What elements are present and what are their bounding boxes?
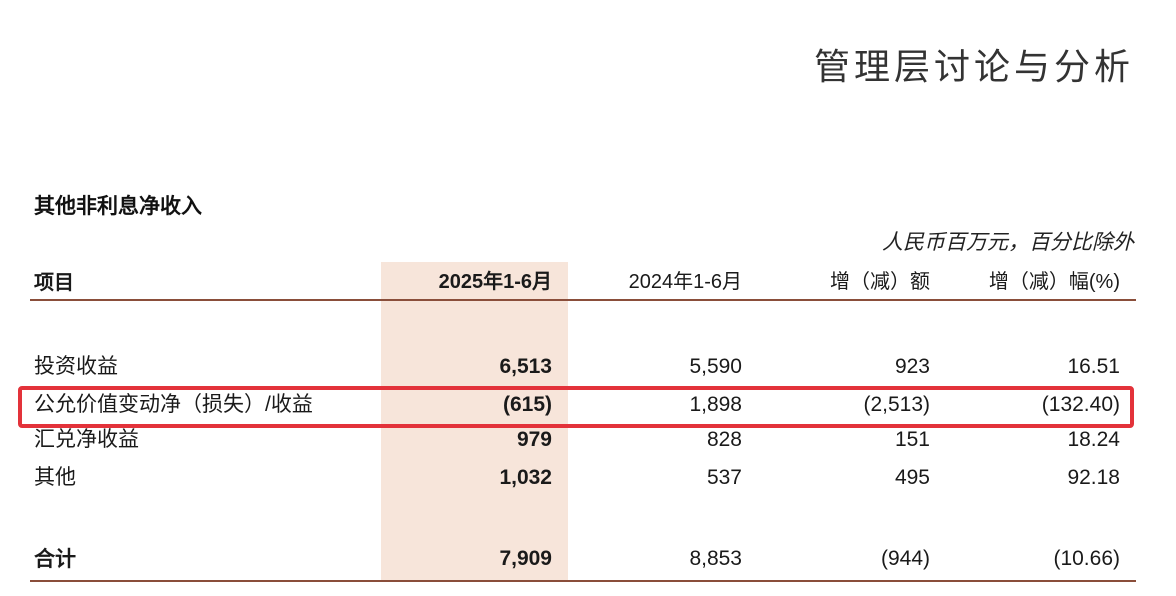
table-bottom-rule: [30, 580, 1136, 582]
total-2024: 8,853: [689, 547, 742, 570]
cell-2025: 1,032: [499, 466, 552, 489]
page-header-title: 管理层讨论与分析: [813, 47, 1134, 88]
row-label: 汇兑净收益: [34, 428, 139, 451]
total-pct: (10.66): [1053, 547, 1120, 570]
cell-2025: (615): [502, 393, 552, 416]
highlight-annotation-box: [18, 386, 1134, 428]
column-header-change: 增（减）额: [830, 271, 930, 293]
cell-pct: (132.40): [1041, 393, 1120, 416]
cell-change: 923: [894, 355, 930, 378]
column-header-2024: 2024年1-6月: [628, 271, 742, 293]
unit-note: 人民币百万元，百分比除外: [882, 231, 1134, 254]
cell-pct: 18.24: [1067, 428, 1120, 451]
column-header-2025: 2025年1-6月: [438, 271, 552, 293]
table-row: 公允价值变动净（损失）/收益 (615) 1,898 (2,513) (132.…: [0, 389, 1176, 421]
table-row: 投资收益 6,513 5,590 923 16.51: [0, 351, 1176, 383]
table-row: 其他 1,032 537 495 92.18: [0, 462, 1176, 494]
row-label: 投资收益: [34, 355, 118, 378]
section-title: 其他非利息净收入: [34, 193, 202, 218]
table-row: 汇兑净收益 979 828 151 18.24: [0, 424, 1176, 456]
table-total-row: 合计 7,909 8,853 (944) (10.66): [0, 543, 1176, 575]
highlight-column-2025: [381, 262, 568, 582]
column-header-item: 项目: [34, 270, 74, 294]
table-header-row: 项目 2025年1-6月 2024年1-6月 增（减）额 增（减）幅(%): [0, 266, 1176, 298]
cell-change: 495: [894, 466, 930, 489]
total-label: 合计: [34, 546, 76, 571]
row-label: 其他: [34, 466, 76, 489]
cell-pct: 16.51: [1067, 355, 1120, 378]
cell-pct: 92.18: [1067, 466, 1120, 489]
cell-2024: 537: [706, 466, 742, 489]
cell-2025: 6,513: [499, 355, 552, 378]
cell-2025: 979: [516, 428, 552, 451]
cell-change: (2,513): [863, 393, 930, 416]
total-2025: 7,909: [499, 547, 552, 570]
total-change: (944): [880, 547, 930, 570]
column-header-pct: 增（减）幅(%): [988, 271, 1120, 293]
table-top-rule: [30, 299, 1136, 301]
cell-2024: 828: [706, 428, 742, 451]
row-label: 公允价值变动净（损失）/收益: [34, 393, 313, 416]
cell-2024: 5,590: [689, 355, 742, 378]
cell-2024: 1,898: [689, 393, 742, 416]
cell-change: 151: [894, 428, 930, 451]
